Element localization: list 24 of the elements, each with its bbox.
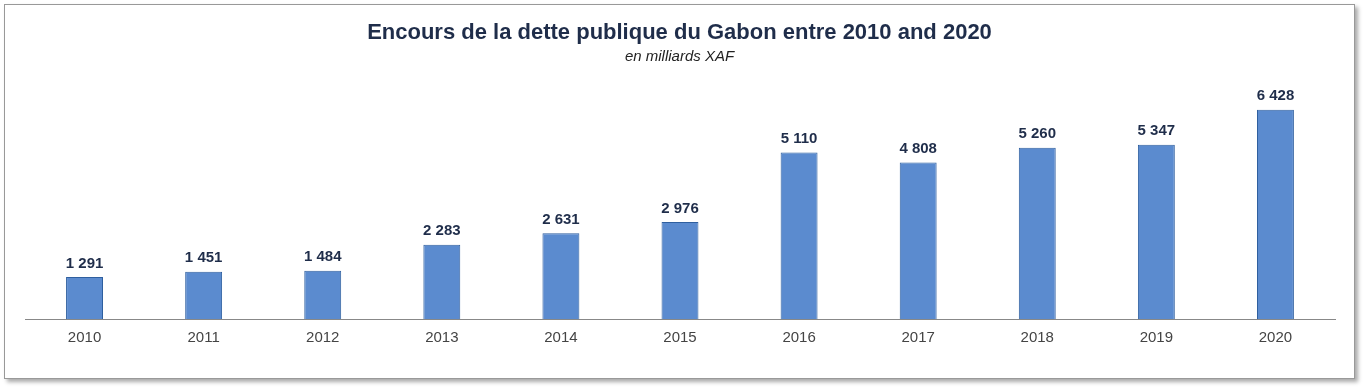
data-label: 5 347 — [1137, 121, 1176, 139]
data-label: 5 110 — [780, 129, 818, 147]
chart-title: Encours de la dette publique du Gabon entre 2010 and 2020 — [366, 19, 993, 45]
data-label: 2 631 — [542, 209, 580, 227]
x-tick-label: 2017 — [901, 328, 935, 346]
data-label: 5 260 — [1018, 124, 1057, 142]
x-tick-label: 2019 — [1139, 328, 1174, 346]
x-tick-label: 2012 — [306, 328, 340, 346]
chart-subtitle: en milliards XAF — [623, 47, 736, 64]
data-label: 2 283 — [423, 221, 461, 239]
x-tick-label: 2010 — [67, 328, 102, 346]
x-tick-label: 2011 — [187, 328, 220, 346]
x-tick-label: 2013 — [425, 328, 459, 346]
x-tick-label: 2020 — [1258, 328, 1293, 346]
x-tick-label: 2014 — [544, 328, 578, 346]
data-label: 6 428 — [1256, 86, 1295, 104]
data-label: 1 291 — [65, 253, 104, 271]
data-label: 1 484 — [303, 247, 343, 265]
data-label: 1 451 — [184, 248, 223, 266]
x-tick-label: 2018 — [1020, 328, 1054, 346]
data-label: 2 976 — [661, 198, 699, 216]
data-label: 4 808 — [899, 139, 937, 157]
x-tick-label: 2015 — [663, 328, 697, 346]
x-tick-label: 2016 — [782, 328, 816, 346]
